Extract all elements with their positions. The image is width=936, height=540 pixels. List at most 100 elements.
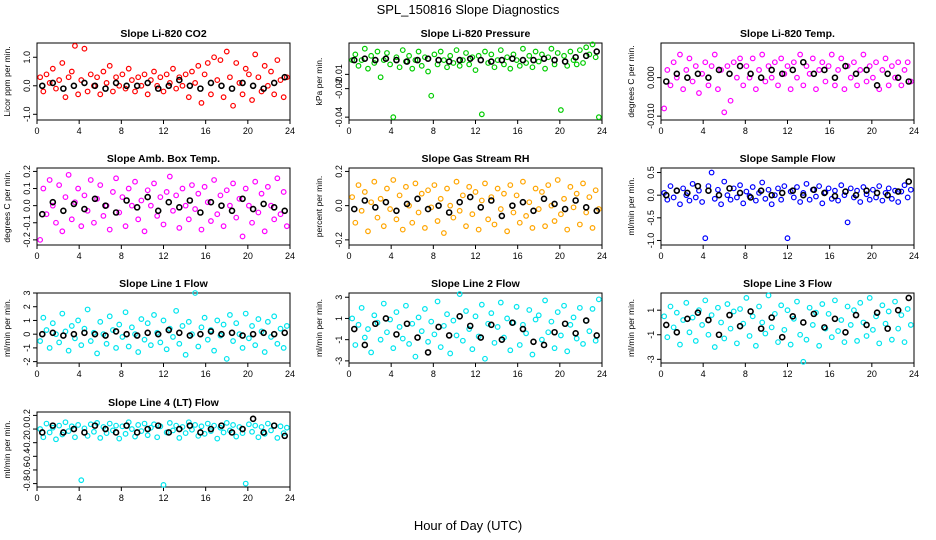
data-point	[352, 51, 359, 58]
data-point	[62, 419, 69, 426]
y-tick-label: -0.2	[22, 232, 32, 248]
hourly-point	[821, 66, 828, 74]
hourly-point	[572, 53, 579, 61]
data-point	[478, 301, 485, 308]
hourly-point	[91, 330, 99, 338]
data-point	[762, 195, 769, 202]
data-point	[592, 337, 599, 344]
hourly-point	[144, 193, 151, 201]
data-point	[888, 336, 895, 343]
data-point	[97, 182, 104, 189]
data-point	[696, 90, 702, 96]
data-point	[504, 228, 511, 235]
data-point	[198, 226, 205, 233]
hourly-point	[38, 429, 46, 436]
hourly-point	[281, 432, 289, 440]
data-point	[173, 85, 180, 92]
data-point	[119, 71, 126, 78]
hourly-point	[176, 425, 183, 433]
data-point	[828, 334, 835, 341]
data-point	[227, 74, 233, 81]
hourly-point	[842, 62, 849, 70]
x-tick-label: 16	[201, 126, 211, 136]
data-point	[847, 322, 854, 328]
data-point	[580, 341, 586, 347]
data-point	[418, 328, 425, 335]
data-point	[258, 424, 265, 430]
data-point	[686, 197, 693, 204]
data-point	[520, 45, 526, 52]
data-point	[227, 202, 233, 209]
data-point	[838, 55, 845, 62]
hourly-point	[800, 319, 807, 326]
data-point	[677, 341, 683, 348]
data-point	[135, 422, 142, 428]
data-point	[415, 314, 422, 321]
panel-title: Slope Gas Stream RH	[422, 153, 530, 165]
x-tick-label: 24	[597, 126, 607, 136]
hourly-point	[715, 191, 723, 199]
x-tick-label: 4	[389, 369, 394, 379]
data-point	[806, 304, 813, 311]
data-point	[144, 320, 151, 327]
y-tick-label: 0	[22, 332, 32, 337]
hourly-point	[831, 315, 839, 323]
x-tick-label: 12	[782, 251, 792, 261]
data-point	[217, 57, 224, 64]
data-point	[737, 182, 743, 189]
data-point	[573, 61, 580, 68]
hourly-point	[684, 74, 691, 81]
hourly-point	[81, 205, 88, 213]
x-tick-label: 20	[555, 369, 565, 379]
data-point	[907, 186, 914, 193]
data-point	[743, 63, 750, 69]
x-tick-label: 0	[346, 251, 351, 261]
y-tick-label: -0.1	[22, 215, 32, 231]
data-point	[765, 63, 772, 69]
data-point	[387, 206, 394, 212]
hourly-point	[905, 294, 913, 302]
data-point	[40, 185, 47, 192]
hourly-point	[509, 55, 516, 62]
y-tick-label: 0.0	[22, 199, 32, 212]
data-point	[854, 82, 860, 89]
data-point	[128, 426, 135, 432]
data-point	[125, 343, 132, 350]
data-point	[567, 321, 574, 328]
data-point	[144, 432, 151, 439]
data-point	[160, 482, 167, 488]
hourly-point	[186, 82, 194, 90]
data-point	[264, 82, 271, 89]
hourly-point	[757, 187, 765, 194]
data-point	[781, 183, 788, 190]
x-tick-label: 24	[285, 126, 295, 136]
x-tick-label: 20	[555, 126, 565, 136]
hourly-point	[477, 334, 485, 341]
data-point	[583, 44, 590, 51]
hourly-point	[572, 197, 579, 204]
data-point	[778, 302, 785, 309]
hourly-point	[102, 85, 109, 92]
data-point	[727, 325, 734, 332]
data-point	[702, 297, 709, 304]
data-point	[271, 91, 278, 98]
data-point	[409, 219, 416, 226]
data-point	[349, 194, 356, 200]
hourly-point	[757, 74, 765, 81]
hourly-point	[228, 85, 236, 92]
data-point	[81, 45, 88, 52]
hourly-point	[593, 48, 601, 55]
data-point	[154, 213, 161, 219]
data-point	[368, 199, 375, 206]
hourly-point	[70, 200, 78, 208]
data-point	[201, 71, 208, 78]
data-point	[437, 344, 444, 350]
y-tick-label: -1	[646, 331, 656, 339]
hourly-point	[239, 79, 246, 87]
hourly-point	[821, 324, 828, 331]
y-axis-label: ml/min per min.	[626, 177, 636, 235]
y-tick-label: 1	[334, 316, 344, 321]
data-point	[106, 62, 113, 69]
data-point	[46, 345, 53, 351]
